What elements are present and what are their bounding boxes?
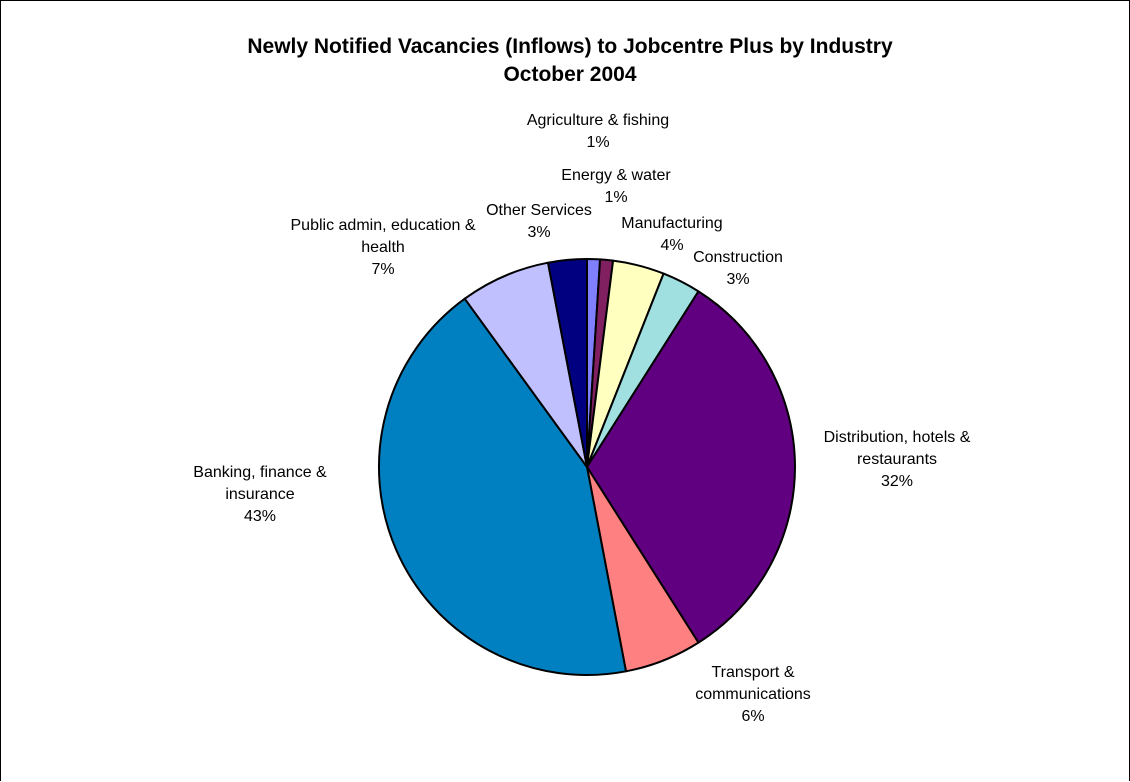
pie-labels: Agriculture & fishing 1% Energy & water 1% M… xyxy=(193,112,970,725)
slice-percent-label: 1% xyxy=(604,189,627,206)
slice-name-label: Manufacturing xyxy=(621,215,722,232)
pie-slice-distribution-hotels-and-restaurants xyxy=(586,290,796,644)
slice-label-agriculture-and-fishing: Agriculture & fishing 1% xyxy=(527,112,669,151)
slice-label-transport-and-communications: Transport & communications 6% xyxy=(695,664,811,725)
slice-percent-label: 32% xyxy=(881,473,913,490)
slice-label-public-admin-education-and-health: Public admin, education & health 7% xyxy=(291,217,476,278)
chart-title-line-1: Newly Notified Vacancies (Inflows) to Jo… xyxy=(247,35,893,58)
slice-name-label: Other Services xyxy=(486,202,592,219)
slice-percent-label: 6% xyxy=(741,708,764,725)
slice-label-energy-and-water: Energy & water 1% xyxy=(561,167,671,206)
slice-name-label: Distribution, hotels & xyxy=(824,429,971,446)
slice-name-label: restaurants xyxy=(857,451,937,468)
slice-name-label: Banking, finance & xyxy=(193,464,327,481)
pie-slice-other-services xyxy=(547,257,588,468)
slice-percent-label: 3% xyxy=(726,271,749,288)
slice-name-label: Energy & water xyxy=(561,167,671,184)
slice-percent-label: 7% xyxy=(371,261,394,278)
slice-name-label: health xyxy=(361,239,405,256)
slice-percent-label: 3% xyxy=(527,224,550,241)
slice-percent-label: 43% xyxy=(244,508,276,525)
slice-name-label: Public admin, education & xyxy=(291,217,476,234)
chart-title-line-2: October 2004 xyxy=(503,63,636,86)
pie-slice-banking-finance-and-insurance xyxy=(378,297,627,676)
slice-name-label: insurance xyxy=(225,486,294,503)
slice-label-manufacturing: Manufacturing 4% xyxy=(621,215,722,254)
slice-name-label: Transport & xyxy=(712,664,795,681)
pie-slices xyxy=(378,257,796,676)
slice-label-distribution-hotels-and-restaurants: Distribution, hotels & restaurants 32% xyxy=(824,429,971,490)
slice-name-label: Construction xyxy=(693,249,783,266)
slice-percent-label: 1% xyxy=(586,134,609,151)
slice-percent-label: 4% xyxy=(660,237,683,254)
slice-label-banking-finance-and-insurance: Banking, finance & insurance 43% xyxy=(193,464,327,525)
slice-name-label: communications xyxy=(695,686,811,703)
slice-name-label: Agriculture & fishing xyxy=(527,112,669,129)
slice-label-other-services: Other Services 3% xyxy=(486,202,592,241)
slice-label-construction: Construction 3% xyxy=(693,249,783,288)
